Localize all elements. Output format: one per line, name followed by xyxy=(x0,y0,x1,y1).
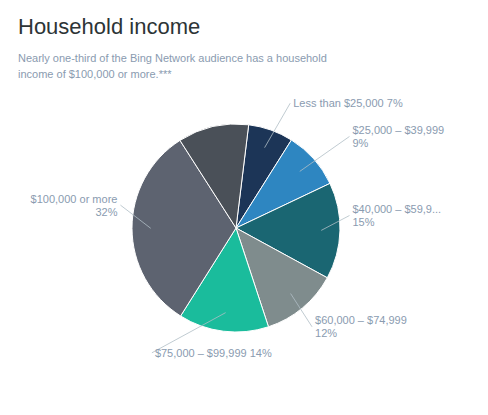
chart: Household income Nearly one-third of the … xyxy=(0,0,488,415)
leader-line xyxy=(321,216,349,231)
leader-line xyxy=(291,294,312,327)
slice xyxy=(180,124,249,228)
labels: Less than $25,000 7% $25,000 – $39,9999% $… xyxy=(31,97,445,359)
slice-label: $75,000 – $99,999 14% xyxy=(155,347,272,359)
slice-label: $25,000 – $39,9999% xyxy=(352,124,444,149)
subtitle: Nearly one-third of the Bing Network aud… xyxy=(18,52,327,80)
pie xyxy=(132,124,340,332)
title: Household income xyxy=(18,14,200,39)
leader-line xyxy=(265,103,291,147)
slice-label: $60,000 – $74,99912% xyxy=(315,314,407,339)
slice-label: $100,000 or more32% xyxy=(31,193,118,218)
slice-label: Less than $25,000 7% xyxy=(293,97,403,109)
slice-label: $40,000 – $59,9...15% xyxy=(352,203,441,228)
leader-line xyxy=(120,205,150,228)
leader-line xyxy=(300,136,350,171)
